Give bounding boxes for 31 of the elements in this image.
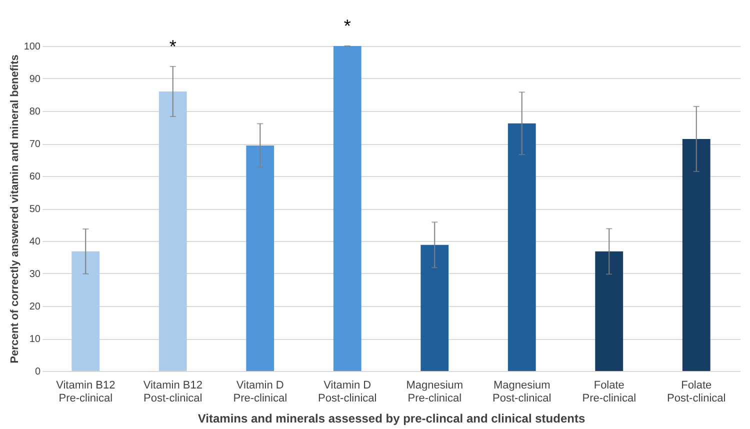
x-tick-label: Magnesium Post-clinical bbox=[492, 380, 552, 404]
x-tick-label: Vitamin B12 Post-clinical bbox=[143, 380, 202, 404]
bar bbox=[246, 145, 274, 371]
bar bbox=[420, 244, 449, 371]
bar bbox=[333, 46, 362, 371]
y-tick-label: 20 bbox=[29, 302, 41, 312]
bar bbox=[682, 138, 710, 371]
annotation: * bbox=[344, 16, 351, 36]
y-tick-label: 60 bbox=[29, 172, 41, 182]
y-tick-label: 10 bbox=[29, 334, 41, 345]
y-tick-label: 0 bbox=[34, 366, 41, 378]
y-axis-title: Percent of correctly answered vitamin and mineral benefits bbox=[8, 54, 21, 364]
x-tick-label: Vitamin B12 Pre-clinical bbox=[56, 380, 116, 404]
annotation: * bbox=[169, 36, 176, 56]
x-tick-label: Magnesium Pre-clinical bbox=[406, 380, 464, 404]
y-tick-label: 50 bbox=[29, 204, 41, 215]
y-tick-label: 40 bbox=[29, 236, 41, 248]
x-tick-label: Vitamin D Pre-clinical bbox=[233, 380, 288, 404]
x-tick-label: Folate Pre-clinical bbox=[582, 380, 636, 404]
y-tick-label: 100 bbox=[24, 42, 41, 52]
x-axis-title: Vitamins and minerals assessed by pre-clincal and clinical students bbox=[198, 412, 586, 426]
bar bbox=[595, 251, 624, 371]
x-tick-label: Folate Post-clinical bbox=[667, 380, 726, 404]
bar bbox=[508, 123, 536, 371]
bar bbox=[72, 251, 100, 371]
bar bbox=[158, 92, 187, 371]
y-tick-label: 30 bbox=[29, 269, 41, 280]
y-tick-label: 90 bbox=[29, 74, 41, 85]
y-tick-label: 80 bbox=[29, 106, 41, 118]
x-tick-label: Vitamin D Post-clinical bbox=[318, 380, 377, 404]
y-tick-label: 70 bbox=[29, 139, 41, 150]
